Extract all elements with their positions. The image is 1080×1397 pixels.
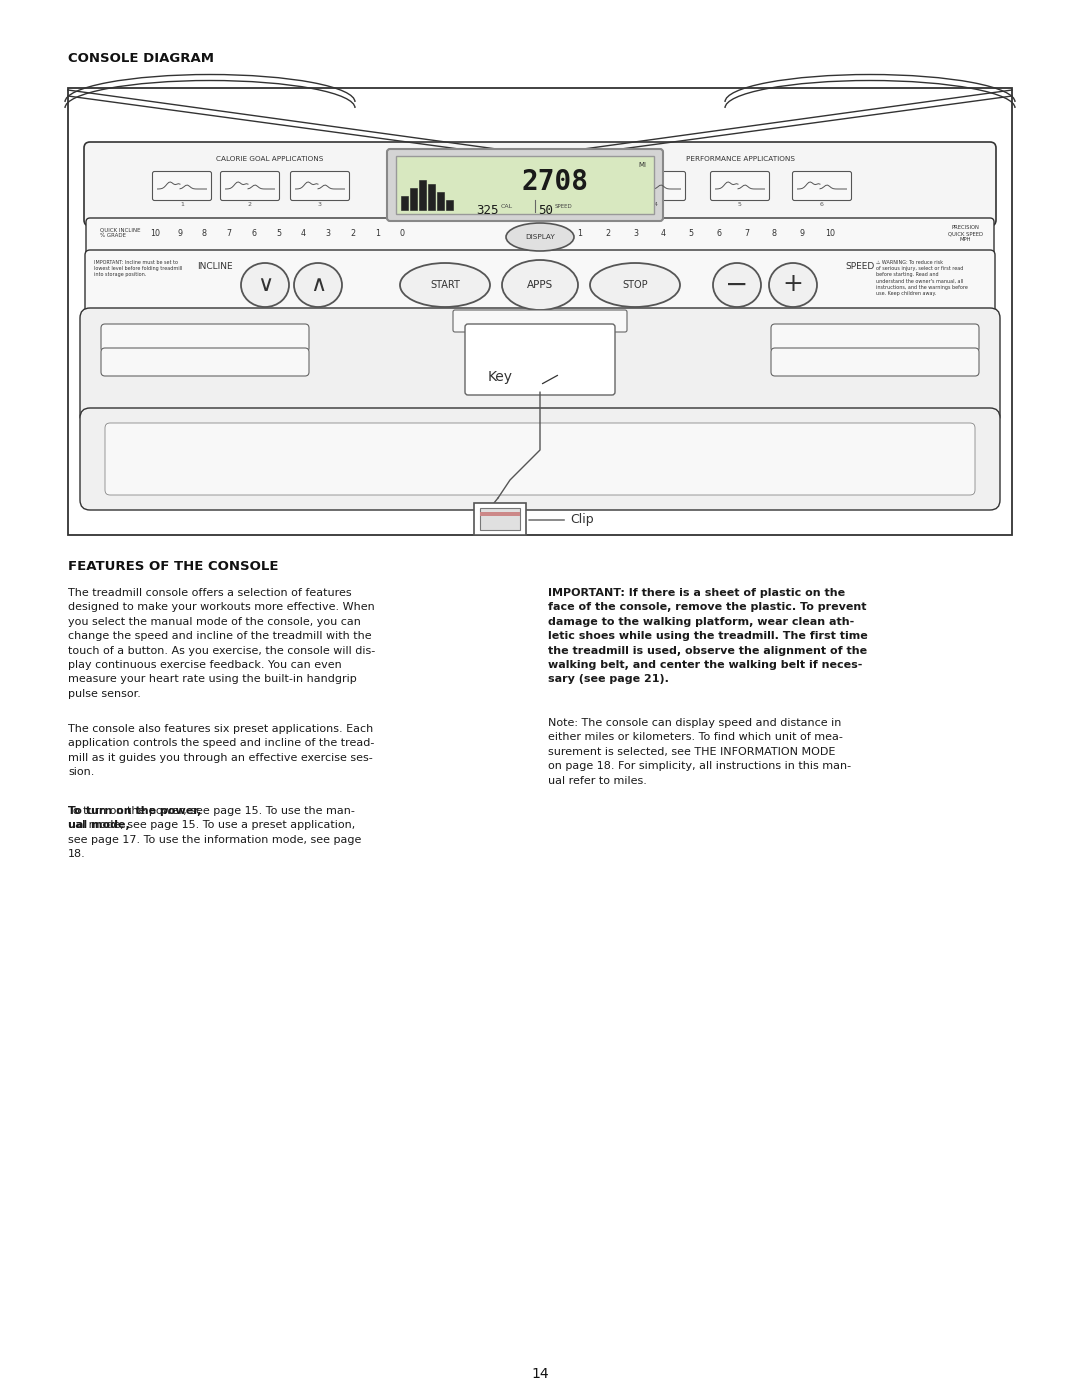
Text: +: + xyxy=(783,272,804,296)
FancyBboxPatch shape xyxy=(102,324,309,352)
FancyBboxPatch shape xyxy=(771,324,978,352)
Text: SPEED: SPEED xyxy=(846,263,875,271)
Text: 3: 3 xyxy=(325,229,330,237)
FancyBboxPatch shape xyxy=(465,324,615,395)
Text: The treadmill console offers a selection of features
designed to make your worko: The treadmill console offers a selection… xyxy=(68,588,375,698)
Ellipse shape xyxy=(507,224,573,251)
Text: STOP: STOP xyxy=(622,279,648,291)
Text: 5: 5 xyxy=(738,201,742,207)
Ellipse shape xyxy=(713,263,761,307)
Bar xyxy=(410,189,417,210)
Text: 6: 6 xyxy=(820,201,824,207)
Text: START: START xyxy=(430,279,460,291)
Bar xyxy=(428,184,435,210)
Text: 2: 2 xyxy=(248,201,252,207)
Text: IMPORTANT: If there is a sheet of plastic on the
face of the console, remove the: IMPORTANT: If there is a sheet of plasti… xyxy=(548,588,867,685)
Text: IMPORTANT: Incline must be set to
lowest level before folding treadmill
into sto: IMPORTANT: Incline must be set to lowest… xyxy=(94,260,183,278)
Bar xyxy=(474,503,526,535)
Text: 325: 325 xyxy=(476,204,499,217)
Text: INCLINE: INCLINE xyxy=(198,263,233,271)
FancyBboxPatch shape xyxy=(626,172,686,201)
Text: 8: 8 xyxy=(772,229,777,237)
Text: ∨: ∨ xyxy=(257,275,273,295)
Text: 3: 3 xyxy=(633,229,638,237)
Text: QUICK INCLINE
% GRADE: QUICK INCLINE % GRADE xyxy=(100,226,140,239)
Bar xyxy=(437,191,444,210)
Text: 6: 6 xyxy=(716,229,721,237)
FancyBboxPatch shape xyxy=(152,172,212,201)
FancyBboxPatch shape xyxy=(453,310,627,332)
Text: ual mode,: ual mode, xyxy=(68,820,130,830)
Text: Note: The console can display speed and distance in
either miles or kilometers. : Note: The console can display speed and … xyxy=(548,718,851,785)
Text: ⚠ WARNING: To reduce risk
of serious injury, select or first read
before startin: ⚠ WARNING: To reduce risk of serious inj… xyxy=(876,260,968,296)
Bar xyxy=(401,196,408,210)
FancyBboxPatch shape xyxy=(80,307,1000,425)
Text: −: − xyxy=(726,271,748,299)
Text: 3: 3 xyxy=(318,201,322,207)
FancyBboxPatch shape xyxy=(85,250,995,320)
Text: 1: 1 xyxy=(180,201,184,207)
Ellipse shape xyxy=(294,263,342,307)
Text: The console also features six preset applications. Each
application controls the: The console also features six preset app… xyxy=(68,724,375,777)
Text: 2: 2 xyxy=(350,229,355,237)
FancyBboxPatch shape xyxy=(220,172,280,201)
FancyBboxPatch shape xyxy=(102,348,309,376)
Text: 6: 6 xyxy=(252,229,256,237)
Text: PRECISION
QUICK SPEED
MPH: PRECISION QUICK SPEED MPH xyxy=(947,225,983,243)
FancyBboxPatch shape xyxy=(80,408,1000,510)
Text: Clip: Clip xyxy=(529,514,594,527)
FancyBboxPatch shape xyxy=(86,218,994,256)
Text: CONSOLE DIAGRAM: CONSOLE DIAGRAM xyxy=(68,52,214,66)
Bar xyxy=(480,509,519,529)
Text: ∧: ∧ xyxy=(310,275,326,295)
Bar xyxy=(396,156,654,214)
FancyBboxPatch shape xyxy=(291,172,350,201)
FancyBboxPatch shape xyxy=(771,348,978,376)
Text: 4: 4 xyxy=(661,229,666,237)
Text: 10: 10 xyxy=(150,229,160,237)
Bar xyxy=(446,200,453,210)
Bar xyxy=(419,180,426,210)
Text: 7: 7 xyxy=(744,229,750,237)
Text: 10: 10 xyxy=(825,229,835,237)
Text: 14: 14 xyxy=(531,1368,549,1382)
Ellipse shape xyxy=(769,263,816,307)
Text: SPEED: SPEED xyxy=(555,204,572,210)
Ellipse shape xyxy=(400,263,490,307)
Text: 4: 4 xyxy=(300,229,306,237)
Text: 1: 1 xyxy=(375,229,380,237)
Text: MI: MI xyxy=(638,162,646,168)
Text: CAL: CAL xyxy=(501,204,513,210)
Text: 50: 50 xyxy=(538,204,553,217)
Text: To turn on the power,: To turn on the power, xyxy=(68,806,201,816)
Text: 7: 7 xyxy=(227,229,232,237)
FancyBboxPatch shape xyxy=(84,142,996,226)
Text: PERFORMANCE APPLICATIONS: PERFORMANCE APPLICATIONS xyxy=(686,156,795,162)
Text: DISPLAY: DISPLAY xyxy=(525,235,555,240)
Text: 4: 4 xyxy=(654,201,658,207)
FancyBboxPatch shape xyxy=(711,172,769,201)
Text: 0: 0 xyxy=(400,229,405,237)
FancyBboxPatch shape xyxy=(105,423,975,495)
FancyBboxPatch shape xyxy=(387,149,663,221)
Text: To turn on the power, see page 15. To use the man-
ual mode, see page 15. To use: To turn on the power, see page 15. To us… xyxy=(68,806,362,859)
Bar xyxy=(68,88,1012,535)
Text: APPS: APPS xyxy=(527,279,553,291)
Text: 5: 5 xyxy=(275,229,281,237)
Text: 2: 2 xyxy=(605,229,610,237)
Text: 5: 5 xyxy=(689,229,693,237)
Text: 1: 1 xyxy=(578,229,582,237)
Text: 2708: 2708 xyxy=(522,168,589,196)
Text: 9: 9 xyxy=(799,229,805,237)
Text: FEATURES OF THE CONSOLE: FEATURES OF THE CONSOLE xyxy=(68,560,279,573)
Ellipse shape xyxy=(241,263,289,307)
Text: Key: Key xyxy=(488,370,513,384)
Bar xyxy=(480,511,519,515)
Text: CALORIE GOAL APPLICATIONS: CALORIE GOAL APPLICATIONS xyxy=(216,156,324,162)
Text: 8: 8 xyxy=(202,229,207,237)
FancyBboxPatch shape xyxy=(793,172,851,201)
Text: 9: 9 xyxy=(177,229,183,237)
Ellipse shape xyxy=(590,263,680,307)
Ellipse shape xyxy=(502,260,578,310)
